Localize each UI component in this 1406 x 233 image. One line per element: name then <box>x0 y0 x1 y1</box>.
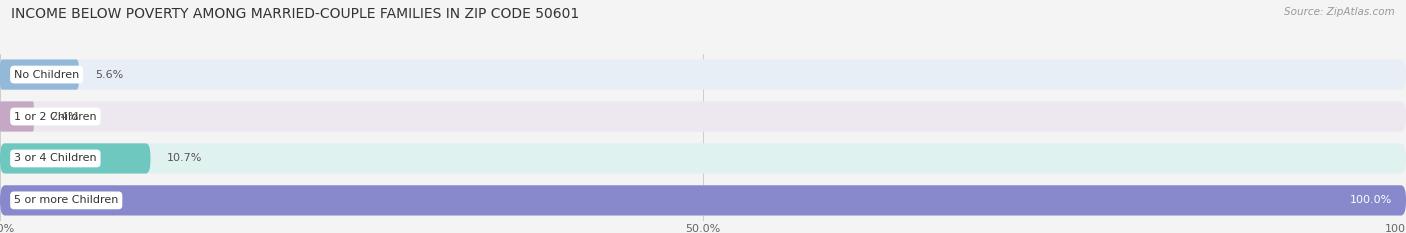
FancyBboxPatch shape <box>0 101 1406 132</box>
FancyBboxPatch shape <box>0 185 1406 216</box>
Text: 3 or 4 Children: 3 or 4 Children <box>14 154 97 163</box>
Text: Source: ZipAtlas.com: Source: ZipAtlas.com <box>1284 7 1395 17</box>
Text: 2.4%: 2.4% <box>51 112 79 121</box>
FancyBboxPatch shape <box>0 59 79 90</box>
FancyBboxPatch shape <box>0 143 150 174</box>
Text: 1 or 2 Children: 1 or 2 Children <box>14 112 97 121</box>
Text: 5.6%: 5.6% <box>96 70 124 79</box>
Text: No Children: No Children <box>14 70 79 79</box>
FancyBboxPatch shape <box>0 143 1406 174</box>
Text: 100.0%: 100.0% <box>1350 195 1392 205</box>
FancyBboxPatch shape <box>0 185 1406 216</box>
Text: INCOME BELOW POVERTY AMONG MARRIED-COUPLE FAMILIES IN ZIP CODE 50601: INCOME BELOW POVERTY AMONG MARRIED-COUPL… <box>11 7 579 21</box>
FancyBboxPatch shape <box>0 101 34 132</box>
FancyBboxPatch shape <box>0 59 1406 90</box>
Text: 10.7%: 10.7% <box>167 154 202 163</box>
Text: 5 or more Children: 5 or more Children <box>14 195 118 205</box>
